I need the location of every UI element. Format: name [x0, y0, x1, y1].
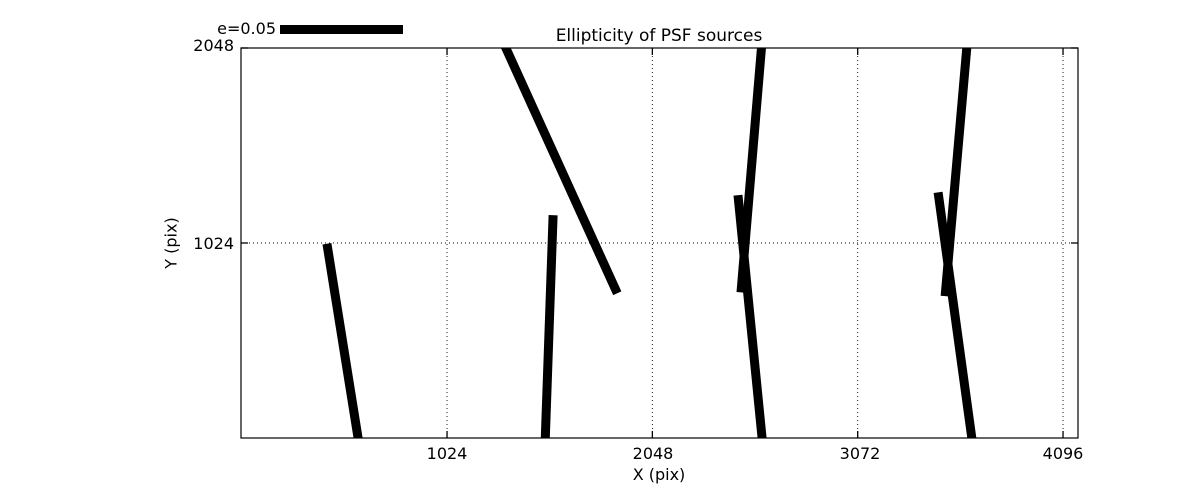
y-tick-label: 2048	[193, 36, 234, 55]
x-tick-label: 3072	[839, 444, 881, 463]
whiskers	[322, 48, 977, 438]
y-tick-label: 1024	[193, 234, 234, 253]
whisker-segment	[733, 194, 767, 438]
y-axis-label: Y (pix)	[161, 217, 181, 269]
grid	[241, 47, 1078, 438]
x-tick-label: 2048	[632, 444, 674, 463]
x-axis-label: X (pix)	[632, 465, 686, 484]
whisker-segment	[540, 215, 558, 438]
whisker-segment	[933, 191, 977, 438]
whisker-segment	[322, 243, 363, 438]
whisker-segment	[500, 48, 622, 296]
x-tick-label: 4096	[1042, 444, 1084, 463]
x-tick-label: 1024	[426, 444, 468, 463]
legend-label: e=0.05	[217, 19, 276, 38]
chart-title: Ellipticity of PSF sources	[555, 26, 763, 46]
axes-box	[240, 47, 1079, 439]
